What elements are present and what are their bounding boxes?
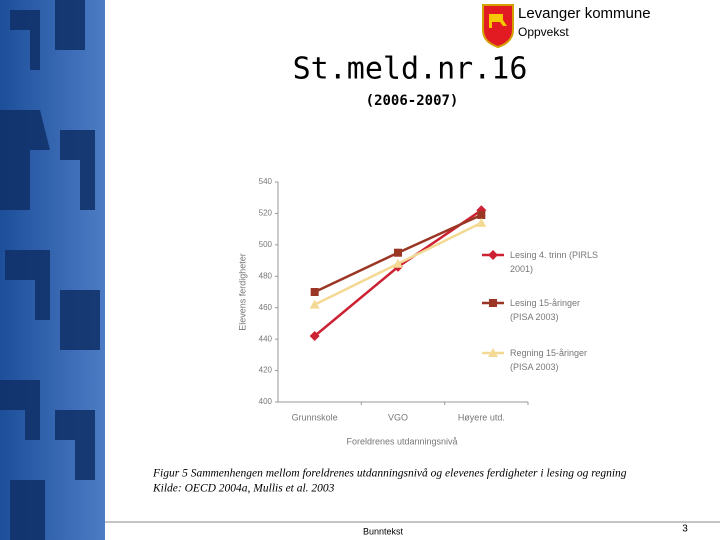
- point: [309, 299, 320, 309]
- slide-subtitle: (2006-2007): [366, 93, 459, 109]
- point: [477, 211, 486, 219]
- y-tick-label: 460: [259, 303, 273, 312]
- x-tick-label: Grunnskole: [292, 412, 338, 422]
- figure-source: Kilde: OECD 2004a, Mullis et al. 2003: [152, 483, 335, 495]
- point: [488, 348, 498, 357]
- point: [489, 299, 497, 307]
- legend-label: Lesing 4. trinn (PIRLS 2001): [510, 250, 599, 274]
- x-tick-label: Høyere utd.: [458, 412, 505, 422]
- line: [313, 209, 483, 337]
- footer-text: Bunntekst: [363, 526, 404, 536]
- y-tick-label: 540: [259, 177, 273, 186]
- y-tick-label: 400: [259, 397, 273, 406]
- legend-label: Lesing 15-åringer (PISA 2003): [510, 298, 581, 322]
- point: [394, 248, 402, 257]
- page-number: 3: [682, 524, 688, 535]
- chart: 400 420 440 460 480 500 520 540 Grunnskole VGO Høy…: [237, 177, 529, 446]
- slide-title: St.meld.nr.16: [293, 52, 528, 87]
- point: [488, 250, 498, 260]
- y-axis-label: Elevens ferdigheter: [237, 253, 247, 331]
- legend-label: Regning 15-åringer (PISA 2003): [510, 348, 588, 372]
- x-tick-label: VGO: [388, 412, 408, 422]
- y-tick-label: 420: [259, 366, 273, 375]
- unit-name: Oppvekst: [518, 25, 569, 39]
- org-name: Levanger kommune: [518, 5, 651, 22]
- decor-horses: [0, 0, 100, 540]
- point: [309, 331, 320, 341]
- point: [393, 258, 403, 268]
- figure-caption: Figur 5 Sammenhengen mellom foreldrenes …: [152, 467, 627, 480]
- y-tick-label: 480: [259, 271, 273, 280]
- logo: [482, 4, 514, 49]
- y-tick-label: 520: [259, 209, 273, 218]
- x-axis-label: Foreldrenes utdanningsnivå: [346, 436, 457, 446]
- y-tick-label: 440: [259, 334, 273, 343]
- y-tick-label: 500: [259, 240, 273, 249]
- point: [310, 288, 319, 296]
- point: [476, 217, 487, 227]
